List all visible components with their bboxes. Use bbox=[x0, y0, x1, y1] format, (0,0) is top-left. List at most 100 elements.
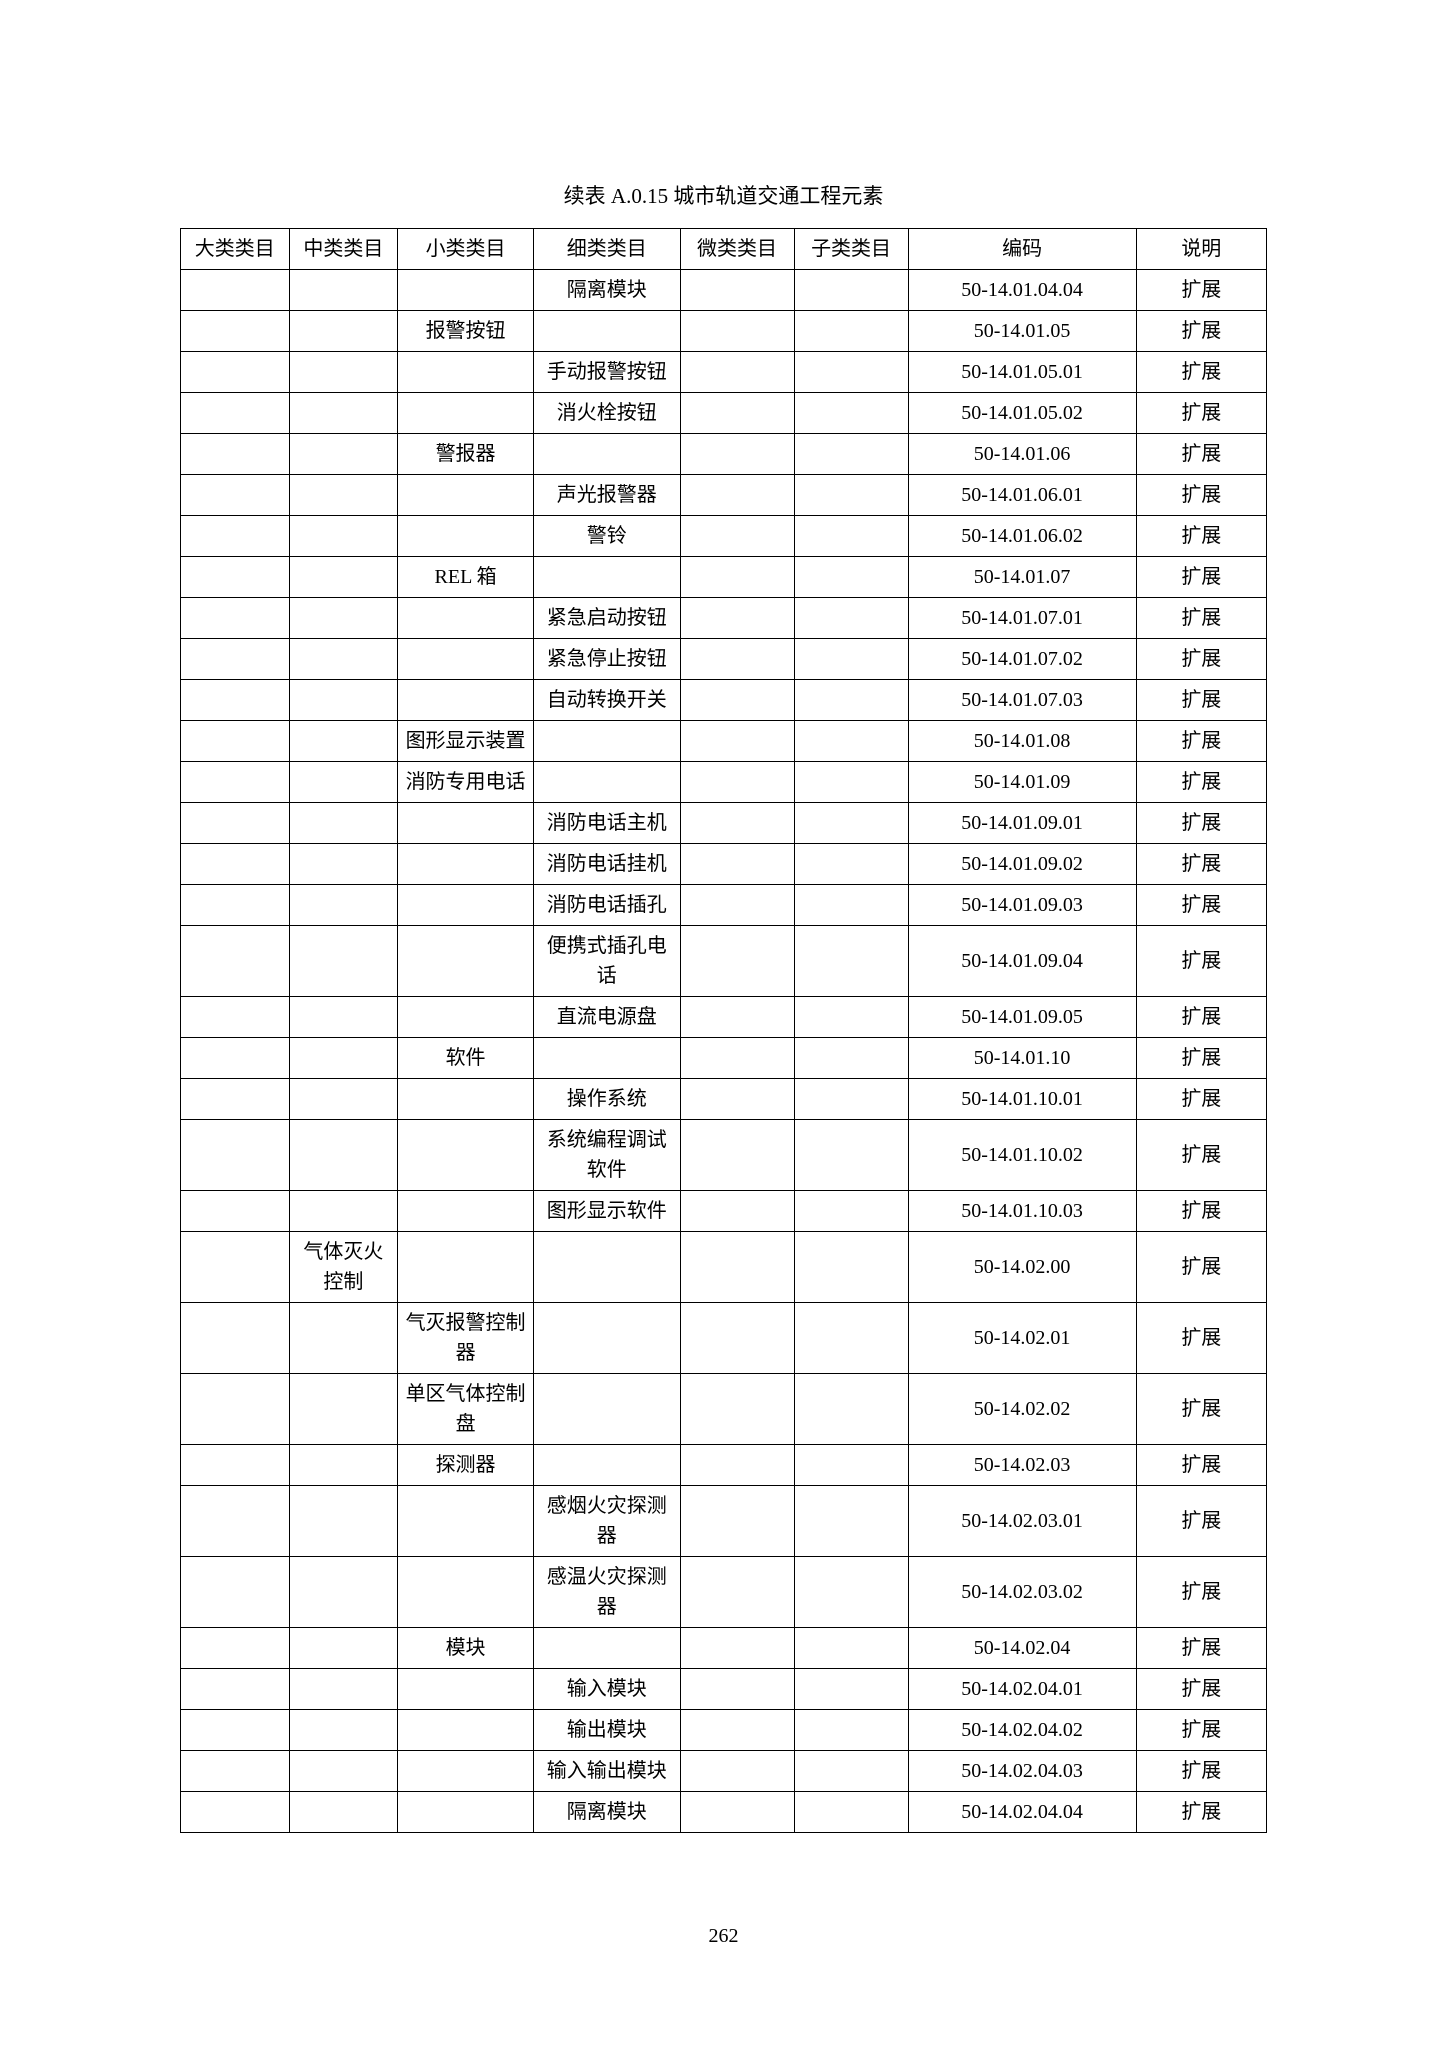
col-mid: 中类类目 bbox=[289, 229, 398, 270]
table-cell: REL 箱 bbox=[398, 557, 534, 598]
table-cell bbox=[398, 1191, 534, 1232]
table-cell bbox=[794, 1120, 908, 1191]
table-cell: 扩展 bbox=[1136, 762, 1266, 803]
table-cell bbox=[794, 1751, 908, 1792]
table-cell bbox=[794, 1191, 908, 1232]
table-cell bbox=[794, 516, 908, 557]
table-cell bbox=[181, 639, 290, 680]
table-cell bbox=[181, 1191, 290, 1232]
table-cell: 50-14.01.09 bbox=[908, 762, 1136, 803]
table-cell: 扩展 bbox=[1136, 270, 1266, 311]
table-cell bbox=[794, 1303, 908, 1374]
table-row: 输入模块50-14.02.04.01扩展 bbox=[181, 1669, 1267, 1710]
table-cell bbox=[533, 311, 680, 352]
table-cell bbox=[181, 1445, 290, 1486]
table-cell bbox=[289, 598, 398, 639]
table-cell bbox=[289, 1557, 398, 1628]
table-cell: 50-14.02.03.02 bbox=[908, 1557, 1136, 1628]
table-row: 自动转换开关50-14.01.07.03扩展 bbox=[181, 680, 1267, 721]
table-cell bbox=[398, 926, 534, 997]
table-cell bbox=[680, 1792, 794, 1833]
table-cell bbox=[680, 1628, 794, 1669]
table-row: 软件50-14.01.10扩展 bbox=[181, 1038, 1267, 1079]
table-cell bbox=[289, 1669, 398, 1710]
table-row: 警铃50-14.01.06.02扩展 bbox=[181, 516, 1267, 557]
table-header-row: 大类类目 中类类目 小类类目 细类类目 微类类目 子类类目 编码 说明 bbox=[181, 229, 1267, 270]
table-cell bbox=[181, 1374, 290, 1445]
table-cell bbox=[181, 1038, 290, 1079]
table-row: 探测器50-14.02.03扩展 bbox=[181, 1445, 1267, 1486]
table-cell bbox=[680, 1374, 794, 1445]
table-cell bbox=[680, 1669, 794, 1710]
table-row: 消火栓按钮50-14.01.05.02扩展 bbox=[181, 393, 1267, 434]
table-cell bbox=[181, 885, 290, 926]
table-cell: 50-14.01.07.01 bbox=[908, 598, 1136, 639]
table-cell: 50-14.01.09.03 bbox=[908, 885, 1136, 926]
table-cell: 扩展 bbox=[1136, 557, 1266, 598]
table-row: 紧急停止按钮50-14.01.07.02扩展 bbox=[181, 639, 1267, 680]
table-cell bbox=[398, 1557, 534, 1628]
table-cell: 扩展 bbox=[1136, 803, 1266, 844]
table-cell bbox=[680, 1038, 794, 1079]
table-cell bbox=[181, 721, 290, 762]
table-row: 报警按钮50-14.01.05扩展 bbox=[181, 311, 1267, 352]
table-cell bbox=[680, 352, 794, 393]
col-code: 编码 bbox=[908, 229, 1136, 270]
table-cell: 50-14.01.05.02 bbox=[908, 393, 1136, 434]
table-cell: 50-14.01.08 bbox=[908, 721, 1136, 762]
table-row: 直流电源盘50-14.01.09.05扩展 bbox=[181, 997, 1267, 1038]
table-cell: 扩展 bbox=[1136, 598, 1266, 639]
table-cell bbox=[398, 270, 534, 311]
table-cell bbox=[794, 1079, 908, 1120]
table-cell bbox=[794, 1557, 908, 1628]
table-cell bbox=[680, 721, 794, 762]
table-cell bbox=[533, 721, 680, 762]
table-cell bbox=[181, 557, 290, 598]
table-cell bbox=[680, 926, 794, 997]
table-cell: 50-14.02.00 bbox=[908, 1232, 1136, 1303]
table-cell bbox=[398, 598, 534, 639]
table-cell bbox=[680, 1120, 794, 1191]
table-cell bbox=[680, 1079, 794, 1120]
table-row: 声光报警器50-14.01.06.01扩展 bbox=[181, 475, 1267, 516]
table-cell: 扩展 bbox=[1136, 1120, 1266, 1191]
table-cell: 扩展 bbox=[1136, 311, 1266, 352]
table-cell: 扩展 bbox=[1136, 721, 1266, 762]
table-cell bbox=[181, 1628, 290, 1669]
table-cell bbox=[680, 393, 794, 434]
table-cell bbox=[398, 997, 534, 1038]
table-cell bbox=[794, 557, 908, 598]
table-cell bbox=[680, 680, 794, 721]
table-cell: 50-14.01.04.04 bbox=[908, 270, 1136, 311]
table-cell: 扩展 bbox=[1136, 475, 1266, 516]
table-cell: 50-14.01.06.01 bbox=[908, 475, 1136, 516]
table-cell: 扩展 bbox=[1136, 1792, 1266, 1833]
table-cell bbox=[289, 311, 398, 352]
table-cell bbox=[533, 1374, 680, 1445]
table-cell bbox=[181, 1120, 290, 1191]
table-cell: 扩展 bbox=[1136, 352, 1266, 393]
table-cell bbox=[289, 516, 398, 557]
table-cell bbox=[181, 1303, 290, 1374]
table-cell bbox=[181, 926, 290, 997]
table-cell: 扩展 bbox=[1136, 1628, 1266, 1669]
table-cell: 消防电话主机 bbox=[533, 803, 680, 844]
table-cell bbox=[533, 1303, 680, 1374]
table-cell bbox=[794, 1628, 908, 1669]
document-page: 续表 A.0.15 城市轨道交通工程元素 大类类目 中类类目 小类类目 细类类目… bbox=[0, 0, 1447, 2048]
table-cell bbox=[533, 1038, 680, 1079]
table-row: 手动报警按钮50-14.01.05.01扩展 bbox=[181, 352, 1267, 393]
table-cell bbox=[680, 762, 794, 803]
table-cell bbox=[794, 639, 908, 680]
table-cell bbox=[181, 311, 290, 352]
table-cell: 手动报警按钮 bbox=[533, 352, 680, 393]
page-number: 262 bbox=[0, 1925, 1447, 1948]
col-sub: 子类类目 bbox=[794, 229, 908, 270]
table-row: 图形显示装置50-14.01.08扩展 bbox=[181, 721, 1267, 762]
table-cell bbox=[398, 1079, 534, 1120]
table-cell: 消防电话挂机 bbox=[533, 844, 680, 885]
table-cell bbox=[680, 598, 794, 639]
table-cell: 紧急启动按钮 bbox=[533, 598, 680, 639]
table-cell bbox=[181, 1751, 290, 1792]
table-row: 警报器50-14.01.06扩展 bbox=[181, 434, 1267, 475]
